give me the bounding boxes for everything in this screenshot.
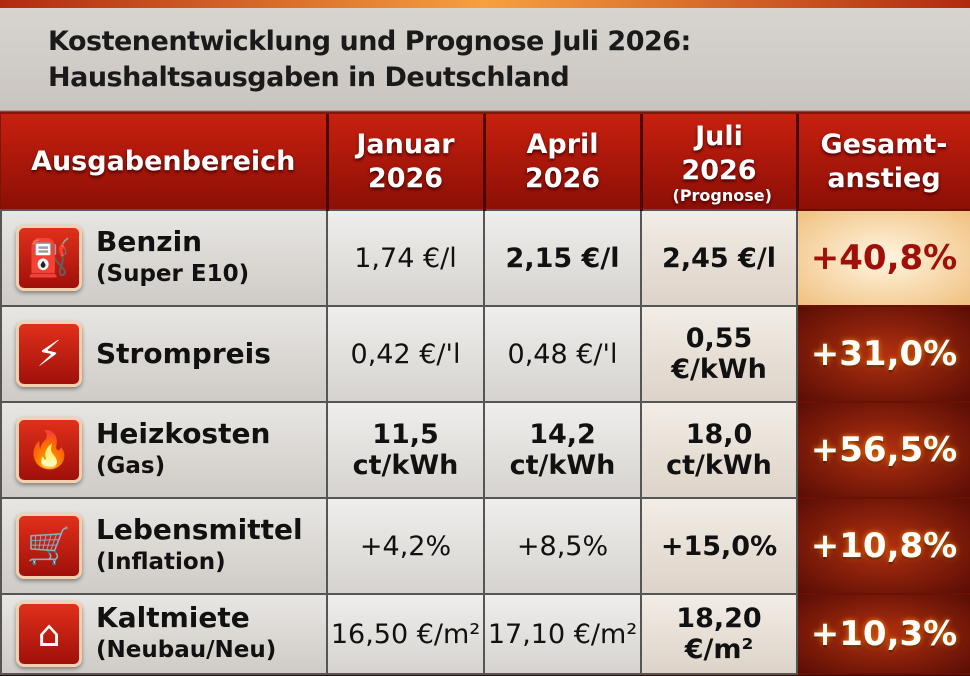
value-apr: +8,5% xyxy=(483,497,642,595)
value-jan: 1,74 €/l xyxy=(326,209,485,307)
category-sub: (Super E10) xyxy=(96,261,250,287)
total-increase: +10,3% xyxy=(796,593,970,675)
title-line-1: Kostenentwicklung und Prognose Juli 2026… xyxy=(48,26,691,57)
value-apr: 2,15 €/l xyxy=(483,209,642,307)
table-row: ⌂ Kaltmiete (Neubau/Neu) 16,50 €/m² 17,10… xyxy=(0,593,970,675)
value-jan: 16,50 €/m² xyxy=(326,593,485,675)
value-jul: 2,45 €/l xyxy=(640,209,798,307)
category-cell: ⌂ Kaltmiete (Neubau/Neu) xyxy=(0,593,328,675)
category-cell: 🔥 Heizkosten (Gas) xyxy=(0,401,328,499)
total-increase: +31,0% xyxy=(796,305,970,403)
table-row: 🔥 Heizkosten (Gas) 11,5 ct/kWh 14,2 ct/kW… xyxy=(0,401,970,499)
value-jan: +4,2% xyxy=(326,497,485,595)
cost-table: Ausgabenbereich Januar 2026 April 2026 J… xyxy=(0,114,970,675)
table-row: 🛒 Lebensmittel (Inflation) +4,2% +8,5% +1… xyxy=(0,497,970,595)
category-sub: (Neubau/Neu) xyxy=(96,637,277,663)
total-increase: +10,8% xyxy=(796,497,970,595)
value-jul: 0,55 €/kWh xyxy=(640,305,798,403)
value-jul: 18,20 €/m² xyxy=(640,593,798,675)
category-name: Strompreis xyxy=(96,337,271,370)
fuel-pump-icon: ⛽ xyxy=(16,225,82,291)
header-row: Ausgabenbereich Januar 2026 April 2026 J… xyxy=(1,114,970,210)
title-line-2: Haushaltsausgaben in Deutschland xyxy=(48,62,570,93)
value-apr: 0,48 €/'l xyxy=(483,305,642,403)
category-sub: (Gas) xyxy=(96,453,166,479)
value-jan: 11,5 ct/kWh xyxy=(326,401,485,499)
category-name: Heizkosten xyxy=(96,417,271,450)
value-jul: +15,0% xyxy=(640,497,798,595)
table-row: ⛽ Benzin (Super E10) 1,74 €/l 2,15 €/l 2,… xyxy=(0,209,970,307)
header-jul: Juli 2026 (Prognose) xyxy=(641,114,799,210)
header-jul-note: (Prognose) xyxy=(672,185,772,205)
page-title: Kostenentwicklung und Prognose Juli 2026… xyxy=(48,24,691,96)
category-cell: 🛒 Lebensmittel (Inflation) xyxy=(0,497,328,595)
category-cell: ⚡ Strompreis xyxy=(0,305,328,403)
category-cell: ⛽ Benzin (Super E10) xyxy=(0,209,328,307)
value-jan: 0,42 €/'l xyxy=(326,305,485,403)
value-apr: 14,2 ct/kWh xyxy=(483,401,642,499)
total-increase: +40,8% xyxy=(796,209,970,307)
header-jan: Januar 2026 xyxy=(327,114,486,210)
header-category: Ausgabenbereich xyxy=(1,114,329,210)
house-icon: ⌂ xyxy=(16,601,82,667)
top-glow xyxy=(0,0,970,8)
table-row: ⚡ Strompreis 0,42 €/'l 0,48 €/'l 0,55 €/… xyxy=(0,305,970,403)
category-name: Kaltmiete xyxy=(96,601,250,634)
value-jul: 18,0 ct/kWh xyxy=(640,401,798,499)
category-sub: (Inflation) xyxy=(96,549,226,575)
shopping-cart-icon: 🛒 xyxy=(16,513,82,579)
lightning-icon: ⚡ xyxy=(16,321,82,387)
header-jul-label: Juli 2026 xyxy=(681,120,757,186)
category-name: Benzin xyxy=(96,225,203,258)
flame-icon: 🔥 xyxy=(16,417,82,483)
value-apr: 17,10 €/m² xyxy=(483,593,642,675)
total-increase: +56,5% xyxy=(796,401,970,499)
category-name: Lebensmittel xyxy=(96,513,303,546)
header-total: Gesamt-anstieg xyxy=(797,114,970,210)
header-apr: April 2026 xyxy=(484,114,643,210)
